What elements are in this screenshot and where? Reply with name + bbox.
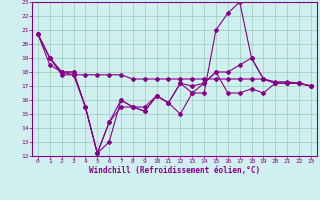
X-axis label: Windchill (Refroidissement éolien,°C): Windchill (Refroidissement éolien,°C) [89,166,260,175]
